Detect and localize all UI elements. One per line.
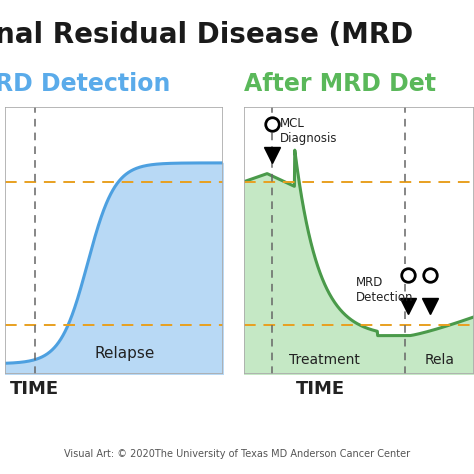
Text: Visual Art: © 2020The University of Texas MD Anderson Cancer Center: Visual Art: © 2020The University of Texa… <box>64 449 410 459</box>
Text: nal Residual Disease (MRD: nal Residual Disease (MRD <box>0 21 413 49</box>
Text: TIME: TIME <box>295 380 345 398</box>
Text: Treatment: Treatment <box>289 353 360 367</box>
Text: Rela: Rela <box>425 353 455 367</box>
Text: RD Detection: RD Detection <box>0 72 171 96</box>
Text: TIME: TIME <box>9 380 59 398</box>
Text: MRD
Detection: MRD Detection <box>356 276 413 304</box>
Text: MCL
Diagnosis: MCL Diagnosis <box>280 117 337 145</box>
Text: Relapse: Relapse <box>94 346 155 361</box>
Text: After MRD Det: After MRD Det <box>244 72 436 96</box>
